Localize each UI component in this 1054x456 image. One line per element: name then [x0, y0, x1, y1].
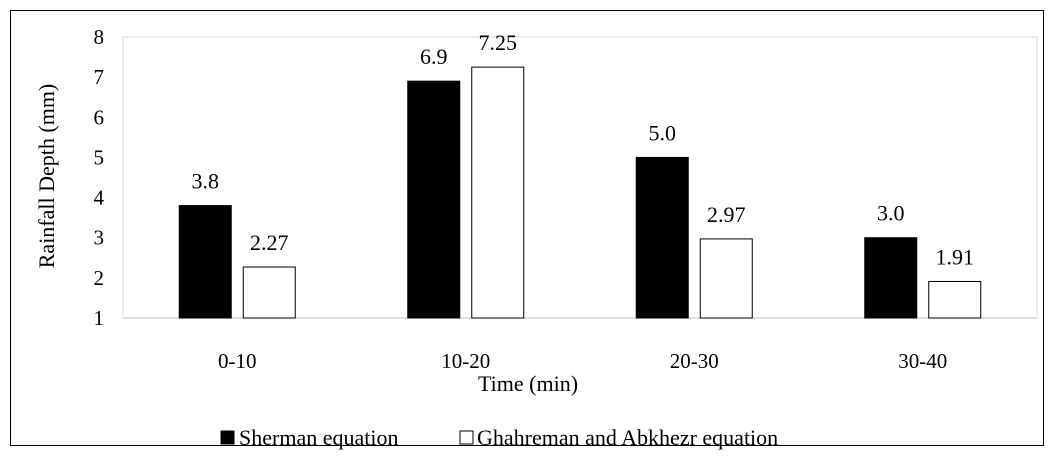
data-labels: 3.8 2.27 6.9 7.25 5.0 2.97 3.0 1.91	[192, 30, 975, 269]
data-label: 5.0	[649, 120, 677, 145]
y-axis-label: Rainfall Depth (mm)	[34, 84, 59, 269]
legend-label-sherman: Sherman equation	[239, 425, 398, 450]
x-axis-label: Time (min)	[478, 371, 578, 396]
bar-ghahreman-30-40	[928, 280, 982, 319]
y-tick-label: 3	[94, 226, 105, 250]
x-tick-label: 20-30	[670, 349, 719, 373]
data-label: 1.91	[936, 244, 975, 269]
bar-ghahreman-20-30	[699, 238, 753, 319]
y-tick-label: 1	[94, 306, 105, 330]
data-label: 2.27	[250, 230, 289, 255]
y-axis-ticks: 1 2 3 4 5 6 7 8	[94, 25, 105, 330]
data-label: 6.9	[420, 44, 448, 69]
y-tick-label: 6	[94, 105, 105, 129]
bars	[178, 66, 982, 319]
legend-label-ghahreman: Ghahreman and Abkhezr equation	[477, 425, 778, 450]
y-tick-label: 8	[94, 25, 105, 49]
bar-sherman-20-30	[635, 156, 689, 319]
y-tick-label: 5	[94, 145, 105, 169]
legend-swatch-sherman	[220, 430, 235, 445]
x-tick-label: 0-10	[218, 349, 257, 373]
legend-swatch-ghahreman	[459, 430, 474, 445]
bar-sherman-0-10	[178, 205, 232, 319]
data-label: 3.0	[877, 201, 905, 226]
x-tick-label: 30-40	[898, 349, 947, 373]
data-label: 7.25	[479, 30, 518, 55]
y-tick-label: 2	[94, 266, 105, 290]
legend: Sherman equation Ghahreman and Abkhezr e…	[220, 425, 778, 450]
x-axis-ticks: 0-10 10-20 20-30 30-40	[218, 349, 947, 373]
y-tick-label: 4	[94, 186, 105, 210]
bar-ghahreman-10-20	[471, 66, 525, 319]
y-tick-label: 7	[94, 65, 105, 89]
data-label: 3.8	[192, 169, 220, 194]
bar-sherman-30-40	[864, 237, 918, 319]
x-tick-label: 10-20	[441, 349, 490, 373]
bar-ghahreman-0-10	[242, 266, 296, 319]
data-label: 2.97	[707, 202, 746, 227]
bar-sherman-10-20	[407, 80, 461, 319]
